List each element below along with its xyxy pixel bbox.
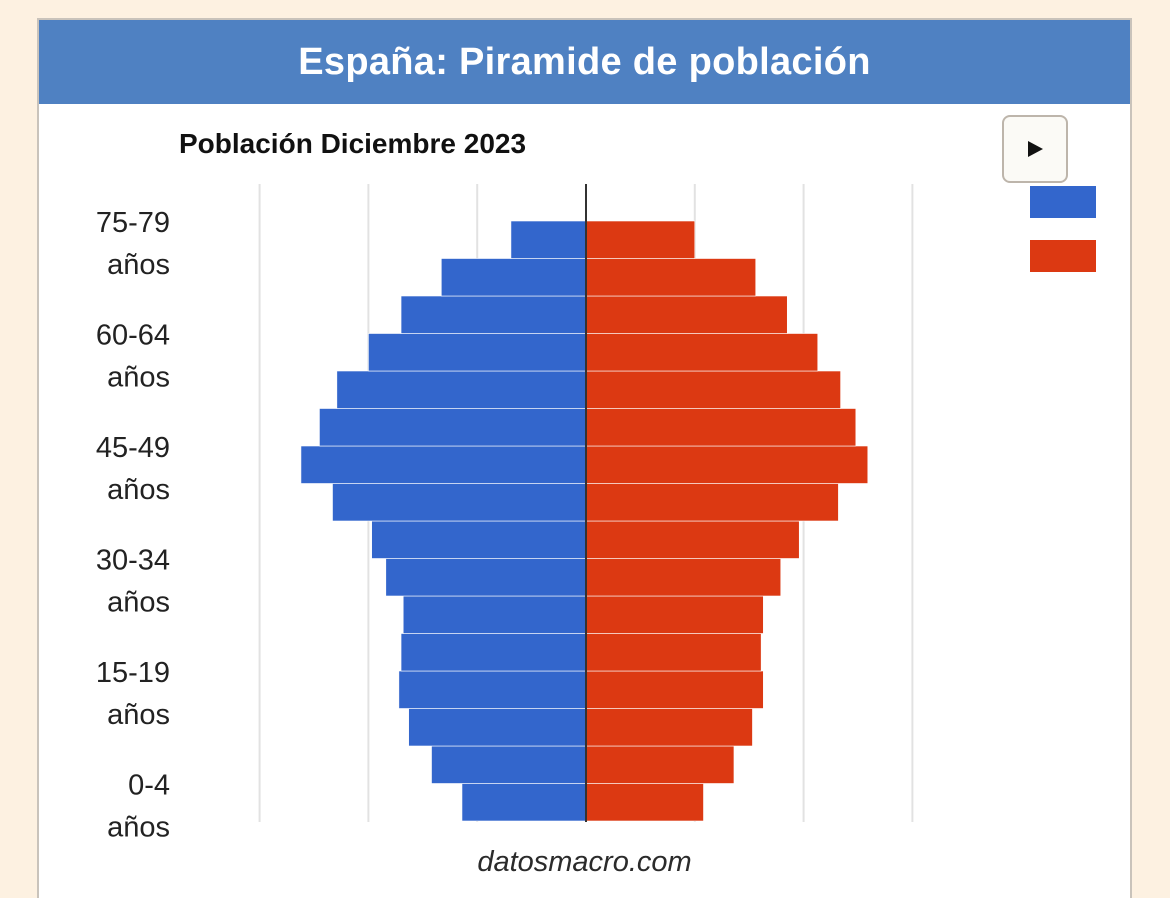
bar-women-7[interactable]: [585, 520, 800, 559]
bar-women-11[interactable]: [585, 370, 841, 409]
bar-women-2[interactable]: [585, 708, 753, 747]
bar-women-8[interactable]: [585, 483, 839, 522]
bar-women-15[interactable]: [585, 220, 696, 259]
bar-men-8[interactable]: [332, 483, 587, 522]
play-button[interactable]: [1002, 115, 1068, 183]
bar-men-15[interactable]: [510, 220, 587, 259]
bar-men-14[interactable]: [440, 258, 587, 297]
bar-women-12[interactable]: [585, 333, 819, 372]
y-tick-label: 15-19 años: [96, 657, 170, 731]
bar-women-0[interactable]: [585, 783, 704, 822]
y-tick-label: 45-49 años: [96, 432, 170, 506]
play-icon: [1028, 141, 1043, 157]
bar-women-9[interactable]: [585, 445, 869, 484]
bar-men-2[interactable]: [408, 708, 587, 747]
bar-women-6[interactable]: [585, 558, 782, 597]
bar-women-3[interactable]: [585, 670, 764, 709]
legend-swatch-women: [1030, 240, 1096, 272]
bar-women-4[interactable]: [585, 633, 762, 672]
legend-swatch-men: [1030, 186, 1096, 218]
bar-women-10[interactable]: [585, 408, 857, 447]
bar-men-0[interactable]: [461, 783, 587, 822]
bar-men-3[interactable]: [398, 670, 587, 709]
bar-women-1[interactable]: [585, 745, 735, 784]
bar-women-14[interactable]: [585, 258, 757, 297]
bar-men-9[interactable]: [300, 445, 587, 484]
bar-men-12[interactable]: [368, 333, 587, 372]
y-tick-label: 60-64 años: [96, 319, 170, 393]
y-tick-label: 30-34 años: [96, 544, 170, 618]
bar-men-1[interactable]: [431, 745, 587, 784]
bar-men-4[interactable]: [400, 633, 587, 672]
bar-men-10[interactable]: [319, 408, 587, 447]
bar-men-6[interactable]: [385, 558, 587, 597]
y-tick-label: 0-4 años: [107, 769, 170, 843]
chart-title: Población Diciembre 2023: [179, 128, 527, 159]
bar-men-11[interactable]: [336, 370, 587, 409]
bar-women-13[interactable]: [585, 295, 788, 334]
bar-men-13[interactable]: [400, 295, 587, 334]
bar-women-5[interactable]: [585, 595, 764, 634]
y-tick-label: 75-79 años: [96, 207, 170, 281]
watermark: datosmacro.com: [477, 846, 692, 878]
bar-men-7[interactable]: [371, 520, 587, 559]
page-title: España: Piramide de población: [39, 20, 1130, 104]
bar-men-5[interactable]: [402, 595, 587, 634]
